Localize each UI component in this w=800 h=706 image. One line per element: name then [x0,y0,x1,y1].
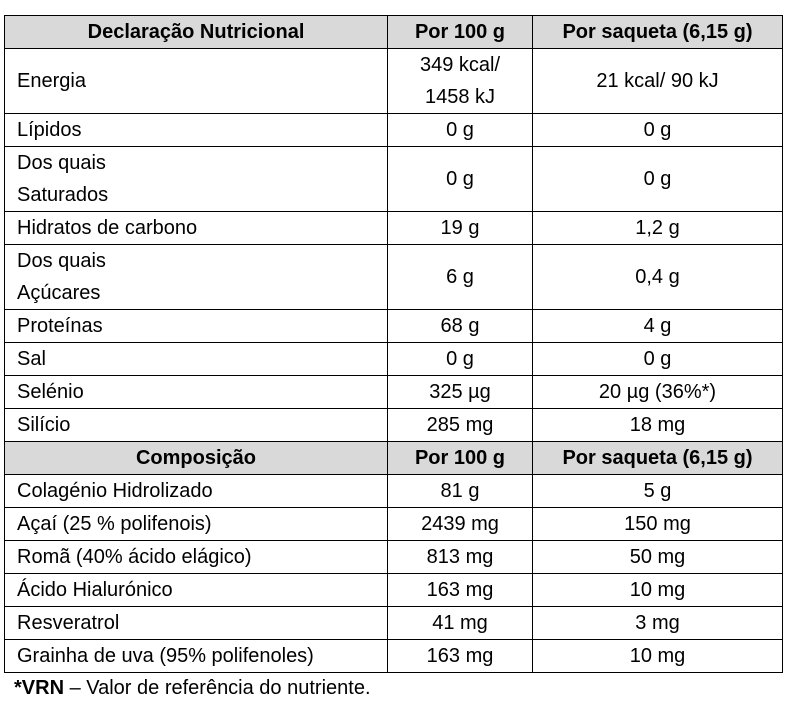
table-row: Sal 0 g 0 g [4,342,783,376]
row-sachet: 0 g [532,113,783,147]
row-per100: 2439 mg [387,507,533,541]
row-sachet: 21 kcal/ 90 kJ [532,48,783,114]
row-per100: 41 mg [387,606,533,640]
row-per100: 325 µg [387,375,533,409]
row-label: Silício [4,408,388,442]
row-sachet: 10 mg [532,573,783,607]
row-per100: 163 mg [387,573,533,607]
row-label-line2: Saturados [17,184,109,206]
row-sachet: 5 g [532,474,783,508]
row-per100: 6 g [387,244,533,310]
row-per100: 285 mg [387,408,533,442]
row-sachet: 18 mg [532,408,783,442]
row-sachet: 0 g [532,342,783,376]
table-row: Resveratrol 41 mg 3 mg [4,606,783,640]
row-label-text: Energia [17,70,86,92]
table-row: Lípidos 0 g 0 g [4,113,783,147]
row-label: Colagénio Hidrolizado [4,474,388,508]
row-label: Resveratrol [4,606,388,640]
row-label: Grainha de uva (95% polifenoles) [4,639,388,673]
row-label: Açaí (25 % polifenois) [4,507,388,541]
row-sachet: 50 mg [532,540,783,574]
footnote-text: – Valor de referência do nutriente. [64,677,371,699]
row-sachet: 3 mg [532,606,783,640]
header-per-100g: Por 100 g [387,441,533,475]
row-per100: 0 g [387,146,533,212]
row-sachet: 0,4 g [532,244,783,310]
row-sachet: 1,2 g [532,211,783,245]
header-per-sachet: Por saqueta (6,15 g) [532,441,783,475]
row-label: Energia [4,48,388,114]
row-per100: 0 g [387,342,533,376]
row-per100: 0 g [387,113,533,147]
row-per100: 68 g [387,309,533,343]
footnote: *VRN – Valor de referência do nutriente. [14,674,371,702]
row-sachet: 150 mg [532,507,783,541]
table-row: Dos quais Saturados 0 g 0 g [4,146,783,212]
row-label: Selénio [4,375,388,409]
nutrition-header-row: Declaração Nutricional Por 100 g Por saq… [4,15,783,49]
table-row: Colagénio Hidrolizado 81 g 5 g [4,474,783,508]
header-composicao: Composição [4,441,388,475]
row-label: Proteínas [4,309,388,343]
footnote-abbrev: *VRN [14,677,65,699]
table-row: Selénio 325 µg 20 µg (36%*) [4,375,783,409]
table-row: Hidratos de carbono 19 g 1,2 g [4,211,783,245]
row-per100: 813 mg [387,540,533,574]
row-per100: 19 g [387,211,533,245]
table-row: Grainha de uva (95% polifenoles) 163 mg … [4,639,783,673]
row-label-line1: Dos quais [17,152,106,174]
table-row: Dos quais Açúcares 6 g 0,4 g [4,244,783,310]
composition-header-row: Composição Por 100 g Por saqueta (6,15 g… [4,441,783,475]
per100-line2: 1458 kJ [424,86,496,108]
table-row: Romã (40% ácido elágico) 813 mg 50 mg [4,540,783,574]
table-row: Ácido Hialurónico 163 mg 10 mg [4,573,783,607]
row-sachet: 4 g [532,309,783,343]
row-sachet: 0 g [532,146,783,212]
row-per100: 163 mg [387,639,533,673]
row-label: Hidratos de carbono [4,211,388,245]
per100-line1: 349 kcal/ [419,54,501,76]
row-per100: 349 kcal/1458 kJ [387,48,533,114]
row-label: Lípidos [4,113,388,147]
header-per-sachet: Por saqueta (6,15 g) [532,15,783,49]
row-sachet: 10 mg [532,639,783,673]
row-label: Dos quais Açúcares [4,244,388,310]
table-row: Açaí (25 % polifenois) 2439 mg 150 mg [4,507,783,541]
table-row: Proteínas 68 g 4 g [4,309,783,343]
row-label-line2: Açúcares [17,282,101,304]
nutrition-table: Declaração Nutricional Por 100 g Por saq… [4,15,783,673]
header-declaracao: Declaração Nutricional [4,15,388,49]
row-per100: 81 g [387,474,533,508]
row-label: Sal [4,342,388,376]
row-label: Ácido Hialurónico [4,573,388,607]
row-sachet: 20 µg (36%*) [532,375,783,409]
table-row: Silício 285 mg 18 mg [4,408,783,442]
row-label-line1: Dos quais [17,250,106,272]
table-row: Energia 349 kcal/1458 kJ 21 kcal/ 90 kJ [4,48,783,114]
header-per-100g: Por 100 g [387,15,533,49]
row-label: Romã (40% ácido elágico) [4,540,388,574]
row-label: Dos quais Saturados [4,146,388,212]
